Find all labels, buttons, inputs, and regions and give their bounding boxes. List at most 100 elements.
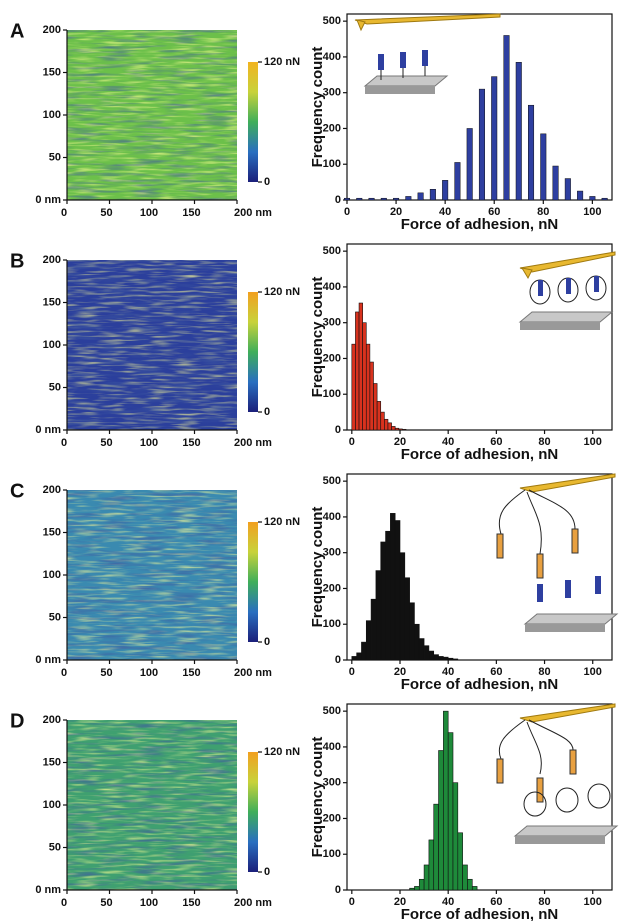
y-tick-label: 100	[43, 339, 61, 351]
x-tick-label: 0	[344, 206, 350, 218]
histogram-bar	[358, 302, 363, 431]
bar	[564, 178, 571, 201]
bar	[552, 165, 559, 201]
y-tick-label: 50	[49, 841, 61, 853]
colorbar	[248, 62, 258, 182]
y-tick-label: 200	[323, 582, 341, 594]
x-tick-label: 20	[394, 896, 406, 908]
histogram-bar	[443, 656, 449, 661]
x-tick-label: 40	[442, 666, 454, 678]
bar	[540, 133, 547, 201]
x-tick-label: 20	[394, 666, 406, 678]
histogram-bar	[433, 803, 439, 891]
panel-label: C	[10, 480, 24, 502]
x-tick-label: 200 nm	[234, 437, 272, 449]
x-axis-label: Force of adhesion, nN	[401, 446, 559, 463]
x-tick-label: 0	[61, 207, 67, 219]
x-tick-label: 60	[490, 896, 502, 908]
plot-frame	[346, 473, 613, 661]
y-tick-label: 200	[43, 24, 61, 36]
histogram-bar	[402, 428, 407, 431]
histogram-bar	[351, 343, 356, 431]
histogram-bar	[462, 864, 468, 891]
bar	[368, 197, 375, 201]
histogram-bar	[365, 343, 371, 431]
y-axis-label: Frequency count	[309, 47, 326, 168]
x-tick-label: 100	[584, 436, 602, 448]
histogram-bar	[467, 878, 473, 891]
colorbar-label: 120 nN	[264, 286, 300, 298]
histogram-bar	[447, 657, 454, 661]
histogram-bar	[418, 878, 425, 891]
y-tick-label: 400	[323, 511, 341, 523]
heatmap-texture	[67, 260, 237, 430]
histogram-bar	[373, 383, 378, 431]
histogram-bar	[438, 750, 444, 891]
x-axis-label: Force of adhesion, nN	[401, 216, 559, 233]
bar	[405, 196, 412, 201]
y-tick-label: 150	[43, 296, 61, 308]
histogram-bar	[423, 864, 430, 891]
y-axis-label: Frequency count	[309, 277, 326, 398]
y-axis-label: Frequency count	[309, 737, 326, 858]
histogram-bar	[428, 650, 435, 661]
x-tick-label: 50	[100, 667, 112, 679]
histogram-bar	[409, 887, 415, 891]
y-tick-label: 0 nm	[35, 884, 61, 896]
y-tick-label: 200	[43, 254, 61, 266]
y-tick-label: 150	[43, 66, 61, 78]
heatmap-texture	[67, 30, 237, 200]
y-tick-label: 0	[335, 654, 341, 666]
x-tick-label: 40	[442, 436, 454, 448]
y-tick-label: 0	[335, 884, 341, 896]
bar	[429, 189, 436, 201]
x-tick-label: 100	[584, 896, 602, 908]
histogram-bar	[433, 654, 439, 661]
heatmap-texture	[67, 490, 237, 660]
bar	[356, 197, 363, 201]
x-tick-label: 100	[140, 437, 158, 449]
histogram-bar	[394, 520, 401, 661]
schematic-insets	[354, 13, 619, 844]
colorbar-label: 0	[264, 406, 270, 418]
histogram-bar	[452, 658, 459, 661]
histogram-bar	[351, 656, 357, 661]
x-tick-label: 80	[538, 666, 550, 678]
histogram-bar	[380, 541, 386, 661]
histogram-bar	[443, 710, 449, 891]
x-tick-label: 50	[100, 437, 112, 449]
histogram-bar	[370, 598, 377, 661]
x-axis-label: Force of adhesion, nN	[401, 906, 559, 921]
x-axis-label: Force of adhesion, nN	[401, 676, 559, 693]
histogram-bar	[404, 577, 410, 661]
y-tick-label: 100	[43, 799, 61, 811]
panel-label: B	[10, 250, 24, 272]
histogram-bar	[398, 428, 403, 431]
y-tick-label: 50	[49, 611, 61, 623]
histogram-bar	[418, 638, 425, 661]
x-tick-label: 0	[349, 896, 355, 908]
plot-frame	[346, 703, 613, 891]
y-tick-label: 200	[43, 714, 61, 726]
x-tick-label: 200 nm	[234, 667, 272, 679]
y-tick-label: 100	[43, 109, 61, 121]
colorbar	[248, 522, 258, 642]
bar	[417, 192, 424, 201]
y-tick-label: 500	[323, 245, 341, 257]
histogram-bar	[414, 623, 420, 661]
y-axis-label: Frequency count	[309, 507, 326, 628]
y-tick-label: 300	[323, 777, 341, 789]
colorbar	[248, 292, 258, 412]
x-tick-label: 0	[61, 437, 67, 449]
y-tick-label: 50	[49, 151, 61, 163]
x-tick-label: 100	[584, 666, 602, 678]
panel-label: A	[10, 20, 24, 42]
y-tick-label: 200	[323, 122, 341, 134]
histogram-bar	[356, 652, 362, 661]
x-tick-label: 100	[140, 667, 158, 679]
y-tick-label: 100	[323, 388, 341, 400]
bar	[454, 162, 461, 201]
x-tick-label: 50	[100, 897, 112, 909]
y-tick-label: 400	[323, 51, 341, 63]
histogram-bar	[447, 732, 454, 891]
